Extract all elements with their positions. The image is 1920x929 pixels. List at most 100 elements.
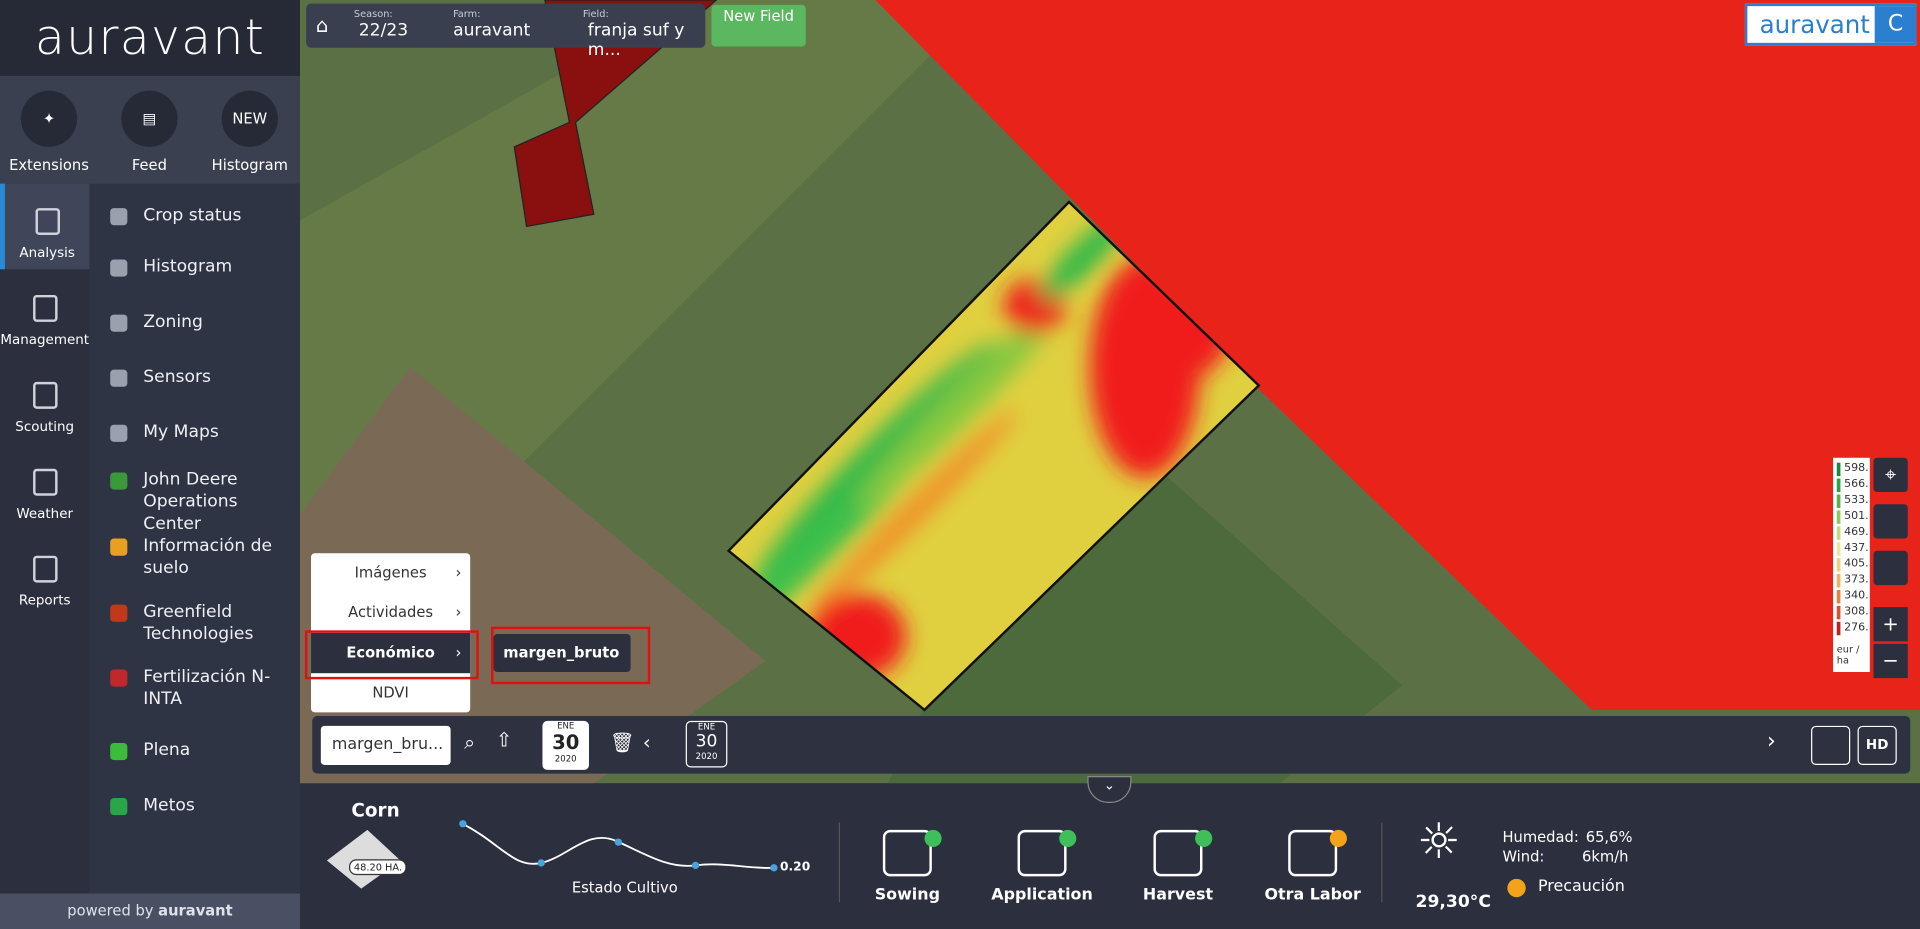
menu-item[interactable]: Plena: [143, 740, 191, 761]
menu-item[interactable]: Fertilización N-INTA: [143, 667, 271, 709]
task-label[interactable]: Application: [991, 886, 1093, 905]
icon: ✦: [20, 90, 78, 147]
layer-menu-item[interactable]: Actividades: [348, 603, 434, 621]
zoom-in[interactable]: +: [1873, 607, 1908, 642]
powered: powered by: [67, 902, 154, 920]
brand: auravant: [158, 902, 233, 920]
nav-label: Scouting: [15, 418, 75, 435]
menu-icon: [110, 604, 128, 622]
menu-item[interactable]: Greenfield Technologies: [143, 602, 254, 644]
cloud-button[interactable]: [1811, 725, 1851, 765]
menu-item[interactable]: Información de suelo: [143, 536, 273, 578]
point: [614, 838, 623, 846]
season[interactable]: 22/23: [358, 20, 409, 41]
legend-swatch: [1836, 510, 1841, 524]
blob: [807, 409, 1017, 619]
legend-value: 340.: [1844, 589, 1869, 603]
upload-button[interactable]: ⇧: [495, 728, 513, 752]
menu: Crop status Histogram Zoning Sensors My Maps…: [89, 184, 300, 894]
layer-menu-item[interactable]: Económico: [311, 632, 471, 674]
home-icon[interactable]: ⌂: [315, 13, 329, 37]
layer-menu-item[interactable]: Imágenes: [354, 564, 427, 582]
nav-item[interactable]: Management: [0, 271, 89, 357]
nav-item[interactable]: Analysis: [0, 183, 90, 270]
ruler-button[interactable]: [1873, 504, 1908, 539]
zoom-out[interactable]: −: [1873, 643, 1908, 679]
date-option[interactable]: ENE 30 2020: [685, 720, 728, 768]
task-label[interactable]: Otra Labor: [1264, 886, 1361, 905]
prev-button[interactable]: ‹: [642, 730, 651, 754]
brand-badge[interactable]: auravant C: [1744, 3, 1917, 46]
menu-item[interactable]: John Deere Operations Center: [143, 470, 238, 534]
next-button[interactable]: ›: [1766, 728, 1776, 754]
task-icon[interactable]: [1153, 829, 1203, 877]
menu-item[interactable]: My Maps: [143, 422, 219, 442]
layer-select[interactable]: margen_bru...: [320, 725, 451, 765]
task-icon[interactable]: [1017, 829, 1067, 877]
chevron: ›: [455, 564, 462, 582]
day: 30: [552, 730, 580, 754]
histogram-button[interactable]: NEW Histogram: [201, 86, 299, 174]
location-button[interactable]: ⌖: [1873, 457, 1908, 493]
status: Precaución: [1537, 877, 1625, 896]
menu-item[interactable]: Histogram: [143, 257, 233, 277]
wind-label: Wind:: [1502, 848, 1545, 866]
curve: [462, 822, 774, 869]
menu-item[interactable]: Metos: [143, 795, 195, 816]
point: [459, 820, 467, 828]
farm[interactable]: auravant: [453, 20, 531, 41]
task-label[interactable]: Harvest: [1142, 886, 1214, 905]
menu-icon: [110, 669, 128, 687]
season-label: Season:: [353, 8, 393, 20]
divider: [838, 822, 841, 903]
legend-swatch: [1836, 605, 1841, 620]
divider: [1381, 822, 1383, 903]
compare-button[interactable]: [1873, 550, 1908, 586]
task-status: [1059, 829, 1077, 848]
logo[interactable]: auravant: [0, 0, 301, 76]
toolbar: margen_bru... ⌕ ⇧ ENE 30 2020 🗑 ‹ ENE 30…: [312, 716, 1911, 774]
point: [537, 859, 545, 867]
map-controls: ⌖ + −: [1873, 457, 1908, 679]
task-label[interactable]: Sowing: [874, 886, 940, 905]
task-status: [1329, 829, 1347, 848]
menu-item[interactable]: Sensors: [143, 367, 211, 387]
menu-item[interactable]: Zoning: [143, 312, 203, 332]
task-icon[interactable]: [882, 829, 932, 877]
field-area: [887, 391, 1403, 784]
top-bar[interactable]: ⌂ Season: 22/23 Farm: auravant Field: fr…: [306, 3, 706, 60]
collapse-button[interactable]: ⌄: [1087, 776, 1132, 803]
blob: [856, 299, 1066, 509]
search-button[interactable]: ⌕: [464, 730, 476, 754]
label: Histogram: [211, 156, 288, 174]
legend-swatch: [1836, 574, 1841, 588]
hd-button[interactable]: HD: [1857, 725, 1897, 765]
blob: [753, 342, 998, 588]
chevron: ›: [455, 643, 462, 661]
field[interactable]: franja suf y m...: [587, 20, 685, 60]
submenu-item[interactable]: margen_bruto: [493, 634, 631, 672]
extensions-button[interactable]: ✦ Extensions: [0, 86, 98, 174]
delete-button[interactable]: 🗑: [609, 730, 635, 754]
date-selected[interactable]: ENE 30 2020: [542, 720, 589, 770]
new-field-button[interactable]: New Field: [711, 4, 806, 47]
feed-button[interactable]: ▤ Feed: [100, 86, 198, 174]
brand-logo: auravant: [1759, 9, 1870, 40]
legend-swatch: [1836, 542, 1841, 556]
footer: powered by auravant: [0, 893, 301, 929]
legend-value: 566.: [1844, 478, 1869, 491]
nav-item[interactable]: Weather: [0, 444, 89, 530]
menu-item[interactable]: Crop status: [143, 205, 242, 226]
nav-item[interactable]: Reports: [0, 531, 89, 617]
task-status: [1195, 829, 1213, 848]
nav-item[interactable]: Scouting: [0, 357, 89, 443]
map: [300, 0, 1920, 784]
label: Extensions: [9, 156, 89, 174]
wind: 6km/h: [1582, 848, 1629, 866]
layer-menu-item[interactable]: NDVI: [372, 684, 409, 702]
highlight: [304, 630, 479, 680]
task-icon[interactable]: [1288, 829, 1338, 877]
top-icons: ✦ Extensions ▤ Feed NEW Histogram: [0, 75, 301, 184]
